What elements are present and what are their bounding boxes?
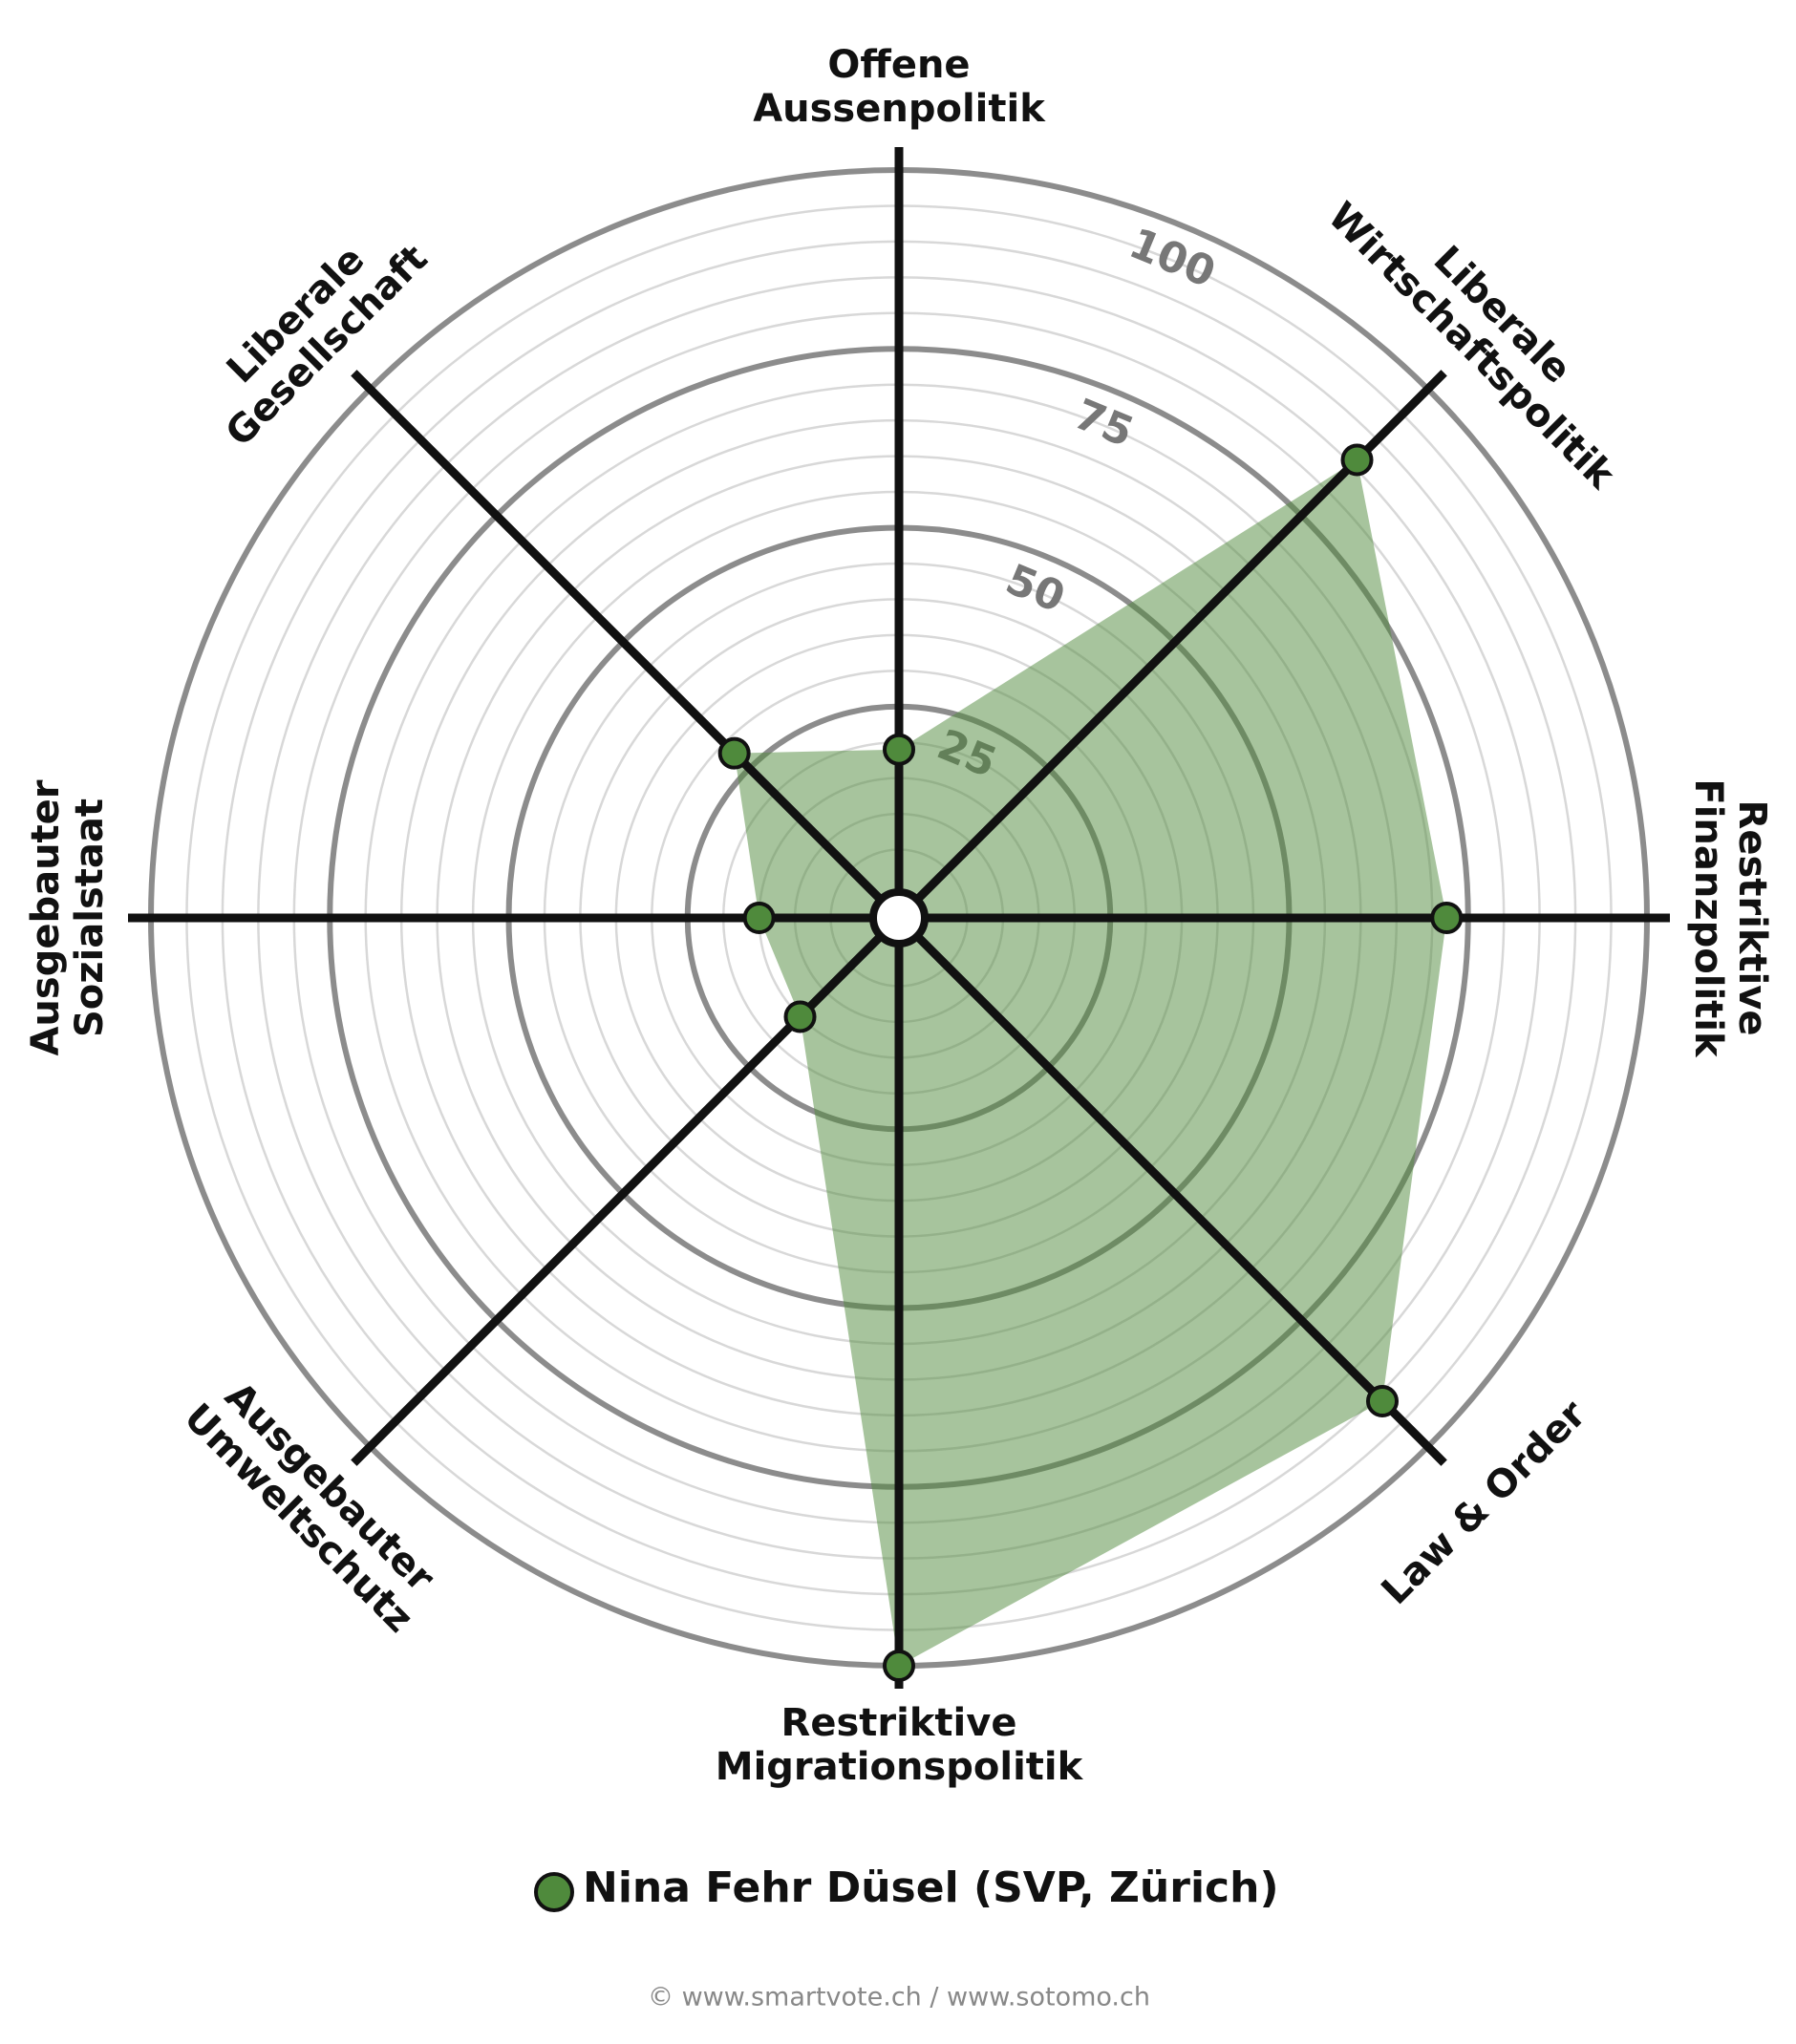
data-point — [883, 1650, 915, 1682]
category-label: AusgebauterSozialstaat — [24, 779, 112, 1055]
data-point — [783, 1000, 817, 1033]
axis-line — [351, 914, 903, 1466]
legend-marker — [534, 1872, 574, 1912]
axis-line — [895, 914, 1447, 1466]
data-point — [717, 736, 751, 770]
axis-line — [351, 370, 903, 922]
legend-label: Nina Fehr Düsel (SVP, Zürich) — [583, 1863, 1279, 1912]
source: © www.smartvote.ch / www.sotomo.ch — [648, 1983, 1150, 2012]
category-label: RestriktiveFinanzpolitik — [1686, 778, 1774, 1058]
data-point — [742, 902, 776, 934]
category-label: Restriktive Migrationspolitik — [716, 1701, 1084, 1789]
series-area — [734, 459, 1447, 1666]
center-hub — [869, 888, 929, 947]
data-point — [1430, 902, 1464, 934]
data-point — [1340, 443, 1374, 477]
data-point — [883, 733, 915, 766]
data-point — [1365, 1384, 1399, 1417]
category-label: Offene Aussenpolitik — [753, 43, 1046, 131]
